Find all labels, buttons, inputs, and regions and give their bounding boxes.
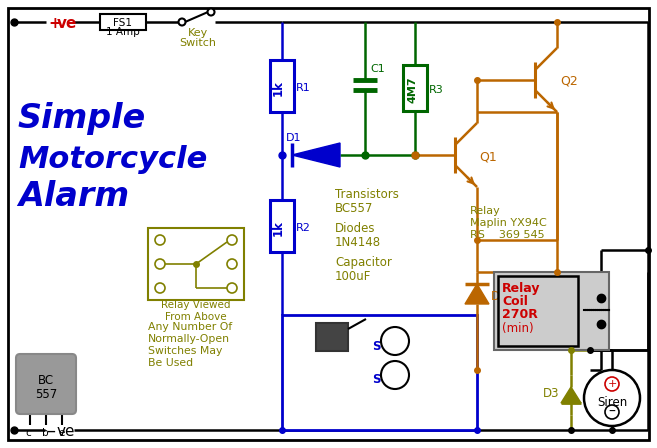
Text: D1: D1 bbox=[286, 133, 302, 143]
Bar bbox=[100, 14, 146, 30]
Text: Siren: Siren bbox=[597, 396, 627, 409]
Text: Normally-Open: Normally-Open bbox=[148, 334, 230, 344]
Circle shape bbox=[381, 327, 409, 355]
Text: e: e bbox=[58, 428, 64, 438]
Text: –: – bbox=[46, 422, 55, 440]
Circle shape bbox=[605, 405, 619, 419]
Text: Alarm: Alarm bbox=[18, 180, 129, 213]
Text: b: b bbox=[42, 428, 49, 438]
Text: D3: D3 bbox=[543, 387, 560, 400]
Text: BC557: BC557 bbox=[335, 202, 373, 215]
Text: +: + bbox=[48, 17, 60, 31]
Polygon shape bbox=[292, 143, 340, 167]
Text: SW 1: SW 1 bbox=[373, 340, 407, 353]
Circle shape bbox=[605, 377, 619, 391]
Circle shape bbox=[227, 235, 237, 245]
Text: D2: D2 bbox=[491, 290, 508, 303]
Bar bbox=[148, 228, 244, 300]
Text: Motorcycle: Motorcycle bbox=[18, 145, 207, 174]
Text: 557: 557 bbox=[35, 388, 57, 401]
Circle shape bbox=[208, 9, 214, 16]
Text: ve: ve bbox=[57, 423, 76, 439]
Text: Relay Viewed: Relay Viewed bbox=[161, 300, 231, 310]
Circle shape bbox=[227, 259, 237, 269]
Circle shape bbox=[155, 283, 165, 293]
Text: Key: Key bbox=[188, 28, 208, 38]
Text: Diodes: Diodes bbox=[335, 222, 376, 235]
Circle shape bbox=[179, 18, 185, 26]
Text: Coil: Coil bbox=[502, 295, 528, 308]
Bar bbox=[282, 315, 477, 430]
Text: SW 2: SW 2 bbox=[373, 373, 407, 386]
Circle shape bbox=[584, 370, 640, 426]
Text: Relay: Relay bbox=[502, 282, 541, 295]
Polygon shape bbox=[465, 284, 489, 304]
Text: 270R: 270R bbox=[502, 308, 538, 321]
Circle shape bbox=[227, 283, 237, 293]
Text: Capacitor: Capacitor bbox=[335, 256, 392, 269]
Bar bbox=[498, 276, 578, 346]
Text: 1k: 1k bbox=[271, 80, 284, 96]
Text: Any Number Of: Any Number Of bbox=[148, 322, 233, 332]
Text: 100uF: 100uF bbox=[335, 270, 371, 283]
Text: Be Used: Be Used bbox=[148, 358, 193, 368]
Text: 4M7: 4M7 bbox=[407, 77, 417, 103]
Text: Maplin YX94C: Maplin YX94C bbox=[470, 218, 547, 228]
Text: Relay: Relay bbox=[470, 206, 501, 216]
Bar bbox=[270, 200, 294, 252]
Text: R3: R3 bbox=[429, 85, 443, 95]
FancyBboxPatch shape bbox=[16, 354, 76, 414]
Text: (min): (min) bbox=[502, 322, 533, 335]
Text: –: – bbox=[608, 405, 616, 419]
Text: +: + bbox=[607, 379, 617, 389]
Bar bbox=[316, 323, 348, 351]
Text: Switch: Switch bbox=[179, 38, 217, 48]
Text: From Above: From Above bbox=[165, 312, 227, 322]
Text: 1k: 1k bbox=[271, 220, 284, 236]
Bar bbox=[403, 65, 427, 111]
Text: Simple: Simple bbox=[18, 102, 147, 135]
Text: c: c bbox=[25, 428, 31, 438]
Circle shape bbox=[381, 361, 409, 389]
Text: Switches May: Switches May bbox=[148, 346, 222, 356]
Polygon shape bbox=[561, 387, 581, 403]
Circle shape bbox=[155, 235, 165, 245]
Text: Q2: Q2 bbox=[560, 75, 578, 88]
Text: BC: BC bbox=[38, 374, 54, 387]
Text: Transistors: Transistors bbox=[335, 188, 399, 201]
Text: Q1: Q1 bbox=[479, 150, 497, 163]
Text: 1 Amp: 1 Amp bbox=[106, 27, 140, 37]
Text: R2: R2 bbox=[296, 223, 311, 233]
Text: RS    369 545: RS 369 545 bbox=[470, 230, 545, 240]
Bar bbox=[270, 60, 294, 112]
Text: ve: ve bbox=[57, 17, 78, 31]
Text: 1N4148: 1N4148 bbox=[335, 236, 381, 249]
Text: FS1: FS1 bbox=[114, 18, 133, 28]
Bar bbox=[494, 272, 609, 350]
Circle shape bbox=[155, 259, 165, 269]
Text: C1: C1 bbox=[370, 64, 385, 74]
Text: R1: R1 bbox=[296, 83, 311, 93]
